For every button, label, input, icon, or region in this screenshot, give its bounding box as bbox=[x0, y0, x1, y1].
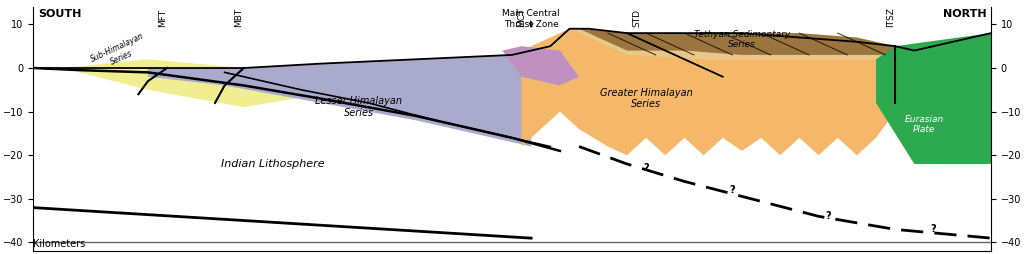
Text: Eurasian
Plate: Eurasian Plate bbox=[904, 115, 943, 134]
Polygon shape bbox=[503, 46, 579, 85]
Text: STD: STD bbox=[632, 9, 641, 27]
Text: MCT: MCT bbox=[517, 7, 526, 27]
Text: ITSZ: ITSZ bbox=[886, 7, 895, 27]
Polygon shape bbox=[579, 29, 914, 55]
Text: Tethyan Sedimentary
Series: Tethyan Sedimentary Series bbox=[694, 30, 791, 49]
Text: ?: ? bbox=[825, 211, 830, 221]
Polygon shape bbox=[61, 59, 321, 107]
Polygon shape bbox=[147, 51, 531, 147]
Text: MBT: MBT bbox=[234, 7, 244, 27]
Text: ?: ? bbox=[729, 185, 735, 195]
Text: Lesser Himalayan
Series: Lesser Himalayan Series bbox=[315, 97, 402, 118]
Polygon shape bbox=[521, 29, 914, 155]
Text: NORTH: NORTH bbox=[942, 9, 986, 19]
Polygon shape bbox=[877, 33, 991, 164]
Text: Indian Lithosphere: Indian Lithosphere bbox=[221, 159, 325, 169]
Text: ?: ? bbox=[643, 163, 649, 173]
Text: Main Central
Thrust Zone: Main Central Thrust Zone bbox=[503, 9, 560, 28]
Text: Greater Himalayan
Series: Greater Himalayan Series bbox=[600, 88, 692, 109]
Text: ?: ? bbox=[931, 225, 936, 234]
Text: SOUTH: SOUTH bbox=[38, 9, 81, 19]
Text: Sub-Himalayan
Series: Sub-Himalayan Series bbox=[89, 32, 150, 74]
Polygon shape bbox=[569, 29, 914, 59]
Text: MFT: MFT bbox=[158, 8, 167, 27]
Text: Kilometers: Kilometers bbox=[33, 239, 85, 249]
